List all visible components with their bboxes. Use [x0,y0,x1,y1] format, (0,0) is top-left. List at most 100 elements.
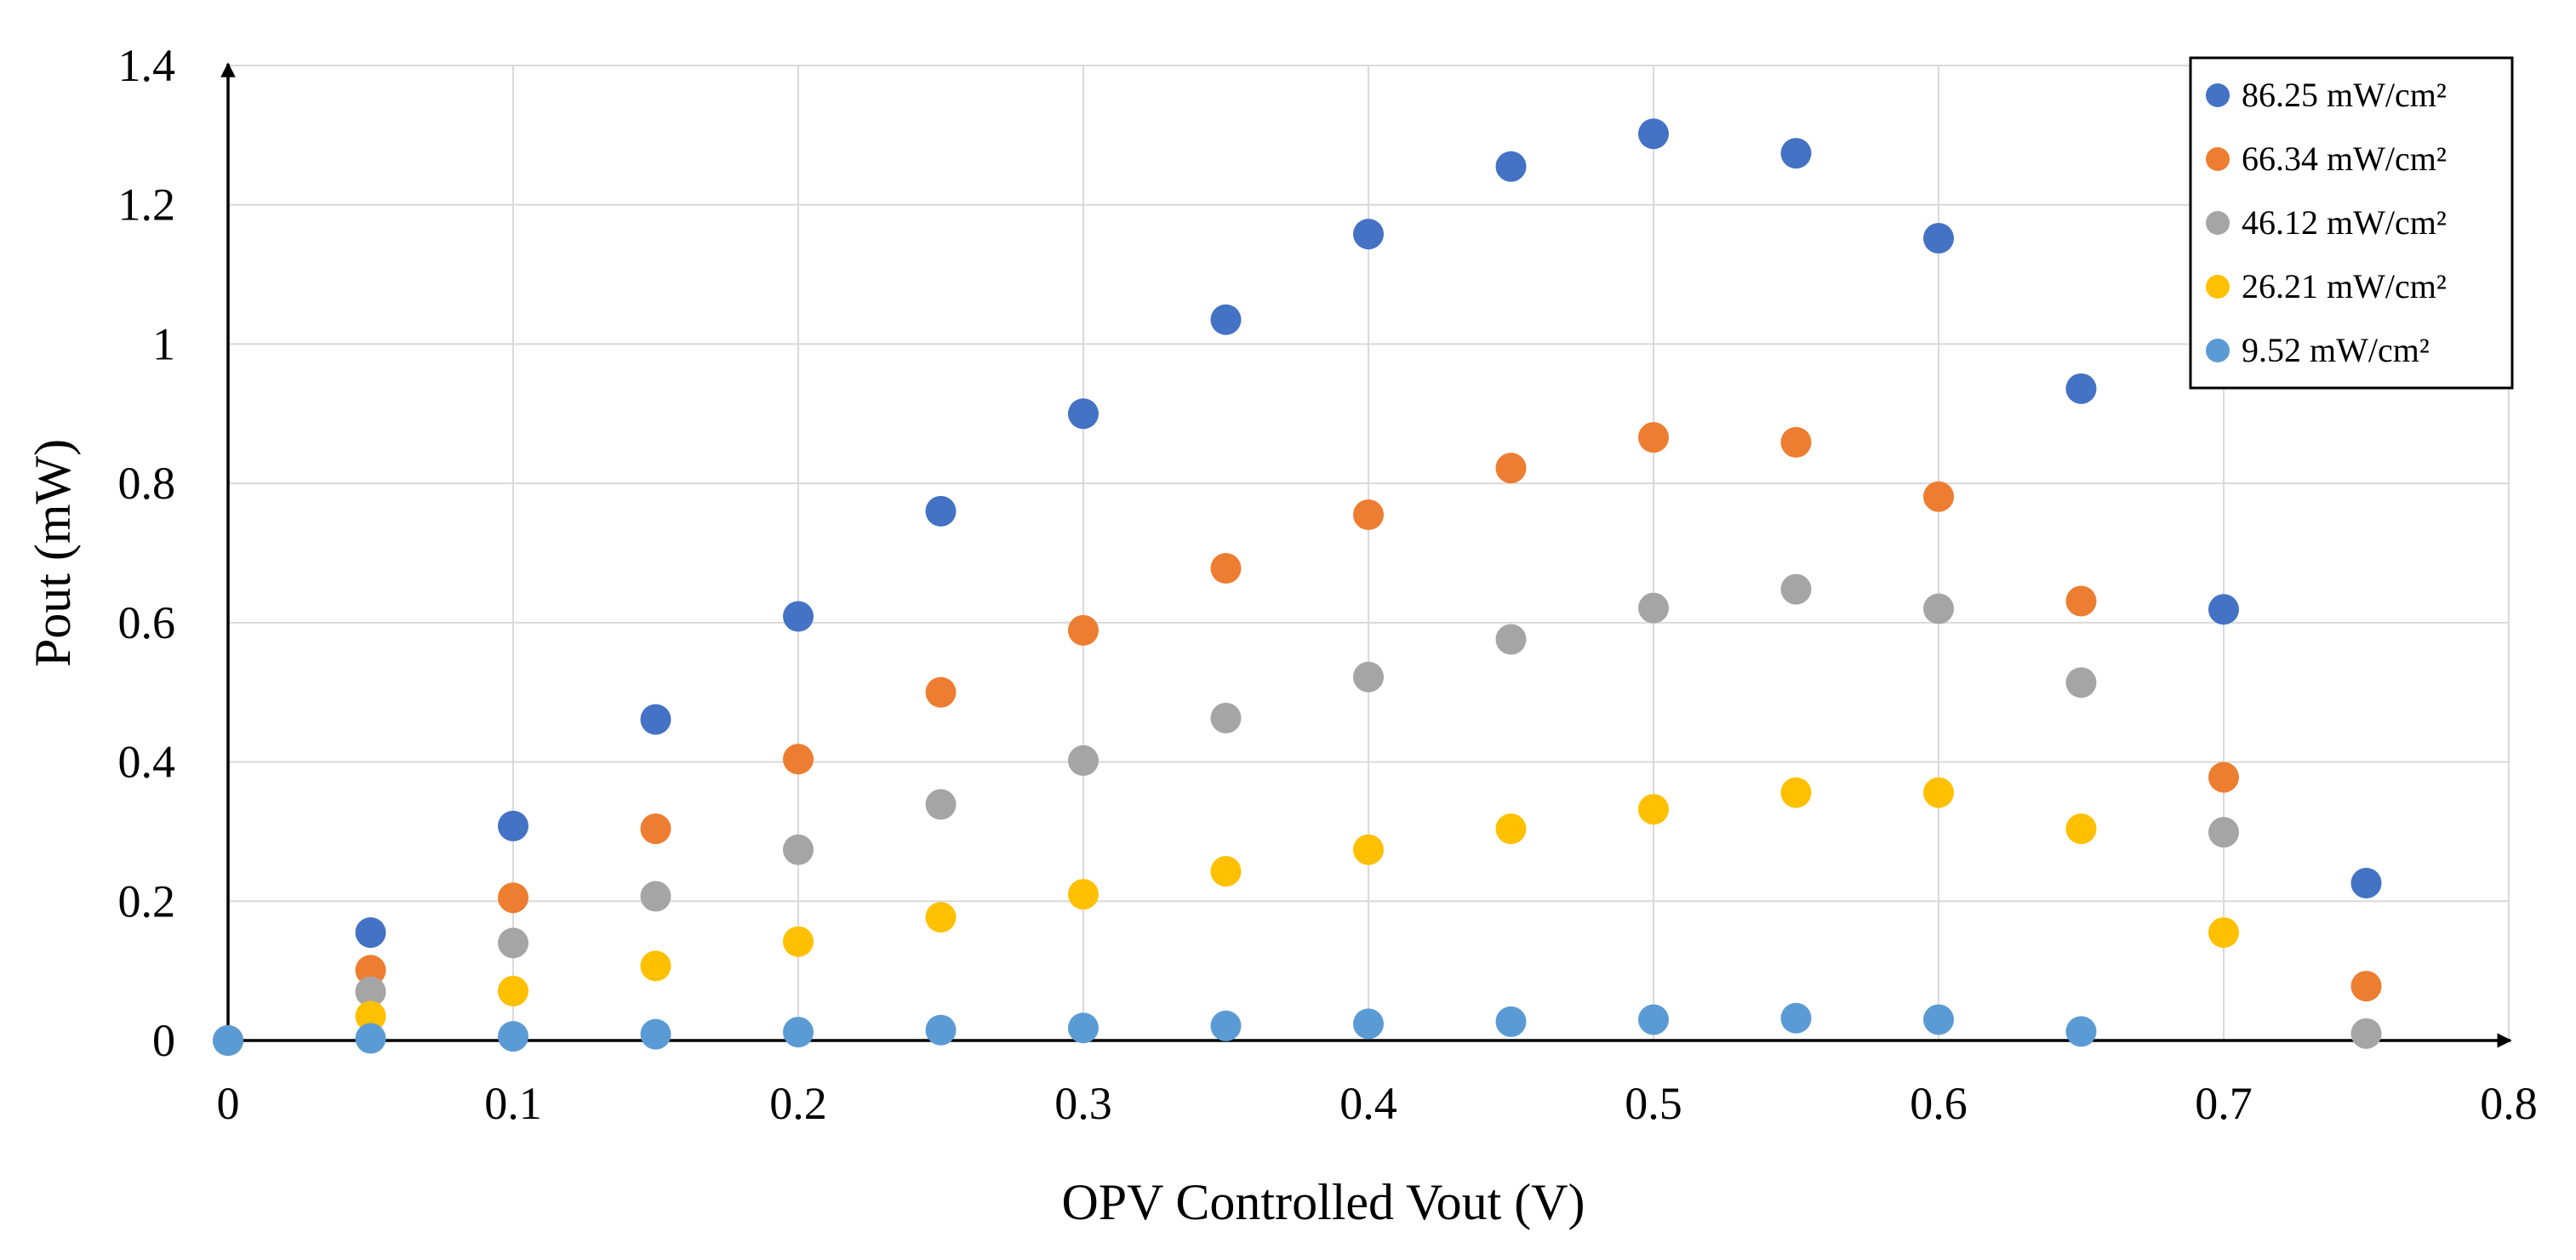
data-point [498,810,528,841]
data-point [1068,1012,1099,1044]
data-point [1210,304,1242,335]
data-point [1068,398,1099,430]
y-tick-label: 0.6 [118,597,176,648]
data-point [1495,813,1527,845]
x-tick-label: 0.8 [2480,1078,2538,1129]
data-point [925,1014,957,1046]
y-axis-title: Pout (mW) [25,439,81,667]
y-tick-label: 0.8 [118,458,176,509]
x-tick-label: 0.3 [1054,1078,1112,1129]
x-tick-label: 0.6 [1910,1078,1968,1129]
data-point [213,1025,243,1056]
data-point [1780,426,1812,458]
data-point [640,1018,671,1050]
legend-label: 26.21 mW/cm² [2242,267,2447,305]
data-point [925,902,957,933]
series-1 [213,422,2382,1056]
data-point [1923,777,1954,808]
legend-label: 46.12 mW/cm² [2242,203,2447,242]
x-tick-label: 0.1 [484,1078,542,1129]
legend[interactable]: 86.25 mW/cm² 66.34 mW/cm² 46.12 mW/cm² 26.2… [2189,56,2514,390]
data-point [2065,813,2097,845]
data-point [2350,971,2382,1002]
data-point [783,744,814,775]
data-point [1210,1010,1242,1041]
data-point [2350,1018,2382,1049]
tick-labels: 0 0.1 0.2 0.3 0.4 0.5 0.6 0.7 0.8 0 0.2 0.4 0.6 0.8 1 1… [118,40,2538,1129]
legend-marker [2206,83,2230,107]
data-point [1495,151,1527,182]
data-point [1210,553,1242,584]
data-point [2208,761,2239,793]
data-point [1923,593,1954,624]
x-axis-title: OPV Controlled Vout (V) [1061,1174,1585,1230]
legend-item[interactable]: 26.21 mW/cm² [2206,267,2447,305]
data-point [1638,592,1669,624]
data-point [640,813,671,845]
legend-item[interactable]: 46.12 mW/cm² [2206,203,2447,242]
grid [228,65,2510,1040]
data-point [498,882,528,914]
data-point [1780,573,1812,605]
data-point [498,1021,528,1052]
data-point [1638,422,1669,453]
data-point [2350,868,2382,899]
data-point [2065,373,2097,404]
data-point [1068,879,1099,910]
x-tick-label: 0.4 [1339,1078,1397,1129]
data-point [1780,777,1812,808]
data-point [2065,1016,2097,1047]
legend-marker [2206,147,2230,171]
data-point [1780,138,1812,169]
data-point [1068,744,1099,776]
data-point [925,789,957,820]
data-point [498,975,528,1006]
legend-item[interactable]: 66.34 mW/cm² [2206,140,2447,178]
data-point [1923,223,1954,254]
data-point [2208,594,2239,625]
data-point [1780,1002,1812,1034]
legend-marker [2206,211,2230,235]
data-point [355,1001,386,1032]
data-point [1923,481,1954,512]
data-point [355,955,386,986]
data-point [783,1017,814,1048]
x-tick-label: 0.5 [1625,1078,1682,1129]
series-0 [213,118,2382,1056]
data-point [355,1023,386,1054]
data-point [1638,118,1669,150]
y-tick-label: 1.4 [118,40,176,91]
legend-item[interactable]: 9.52 mW/cm² [2206,331,2430,369]
series-2 [213,573,2382,1056]
x-tick-label: 0.2 [769,1078,827,1129]
data-point [640,881,671,912]
x-tick-label: 0 [217,1078,240,1129]
data-point [355,976,386,1007]
y-tick-label: 0 [152,1015,175,1066]
data-point [640,704,671,735]
data-point [1638,1004,1669,1035]
legend-label: 66.34 mW/cm² [2242,140,2447,178]
data-point [2208,817,2239,848]
legend-box [2189,56,2514,390]
data-point [1495,1006,1527,1037]
data-point [783,926,814,957]
x-tick-label: 0.7 [2195,1078,2253,1129]
data-point [783,834,814,865]
y-tick-label: 1 [152,318,175,369]
data-point [783,601,814,632]
data-point [925,495,957,527]
data-point [1068,614,1099,646]
legend-marker [2206,275,2230,299]
data-point [1495,624,1527,655]
data-point [1638,794,1669,825]
data-point [1210,856,1242,887]
data-point [1353,219,1384,250]
data-point [1353,499,1384,530]
legend-item[interactable]: 86.25 mW/cm² [2206,76,2447,114]
data-point [1353,834,1384,865]
series-4 [213,1002,2097,1056]
y-tick-label: 0.4 [118,737,176,788]
data-point [1210,703,1242,734]
data-point [1353,661,1384,693]
